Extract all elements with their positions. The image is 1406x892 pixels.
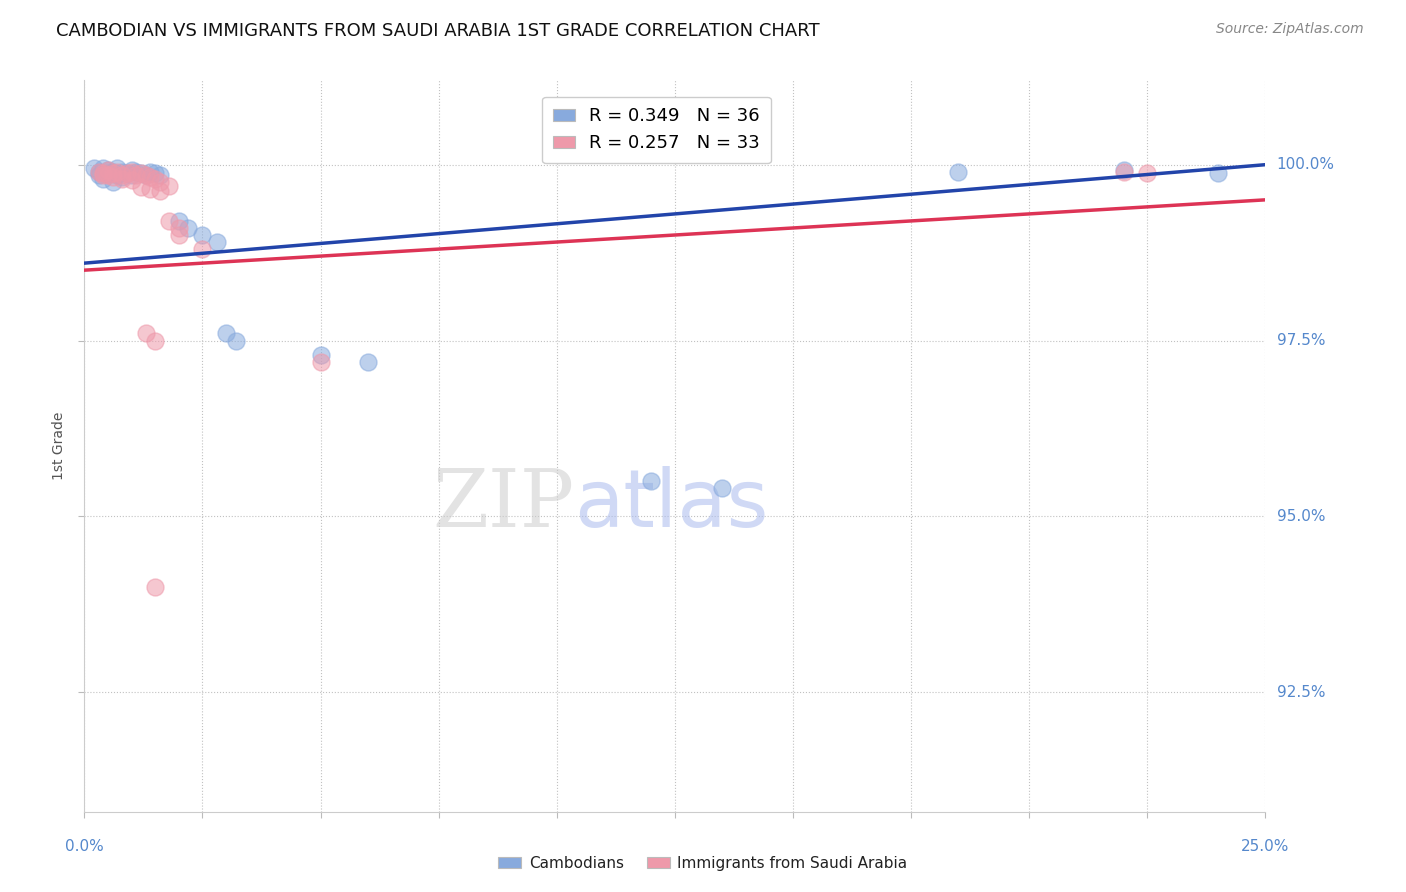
Point: [167, 214, 190, 228]
Point: [309, 354, 332, 368]
Legend: R = 0.349   N = 36, R = 0.257   N = 33: R = 0.349 N = 36, R = 0.257 N = 33: [543, 96, 770, 163]
Point: [97, 163, 120, 178]
Point: [121, 162, 143, 177]
Point: [143, 171, 166, 186]
Point: [139, 170, 162, 185]
Point: [191, 242, 214, 256]
Point: [149, 168, 172, 182]
Point: [107, 164, 129, 178]
Point: [91, 168, 114, 182]
Point: [121, 168, 143, 182]
Point: [135, 168, 157, 182]
Point: [215, 326, 238, 341]
Point: [135, 168, 157, 182]
Point: [157, 214, 180, 228]
Point: [143, 334, 166, 348]
Point: [101, 166, 124, 180]
Point: [111, 171, 134, 186]
Point: [121, 173, 143, 187]
Point: [149, 185, 172, 199]
Point: [143, 166, 166, 180]
Point: [191, 227, 214, 242]
Point: [225, 334, 247, 348]
Point: [309, 348, 332, 362]
Point: [87, 164, 110, 178]
Text: 97.5%: 97.5%: [1277, 333, 1324, 348]
Text: 100.0%: 100.0%: [1277, 157, 1334, 172]
Point: [1112, 163, 1135, 178]
Point: [129, 166, 152, 180]
Text: Source: ZipAtlas.com: Source: ZipAtlas.com: [1216, 22, 1364, 37]
Point: [167, 221, 190, 235]
Point: [125, 168, 148, 182]
Point: [91, 166, 114, 180]
Point: [1136, 166, 1159, 180]
Point: [87, 164, 110, 178]
Point: [167, 227, 190, 242]
Point: [357, 354, 380, 368]
Point: [97, 166, 120, 180]
Point: [111, 169, 134, 184]
Point: [139, 182, 162, 196]
Point: [205, 235, 228, 249]
Point: [177, 221, 200, 235]
Point: [97, 163, 120, 178]
Point: [115, 166, 138, 180]
Point: [1206, 166, 1229, 180]
Y-axis label: 1st Grade: 1st Grade: [52, 412, 66, 480]
Point: [129, 166, 152, 180]
Text: 92.5%: 92.5%: [1277, 685, 1324, 699]
Legend: Cambodians, Immigrants from Saudi Arabia: Cambodians, Immigrants from Saudi Arabia: [492, 850, 914, 877]
Point: [91, 161, 114, 176]
Point: [107, 161, 129, 176]
Text: 0.0%: 0.0%: [65, 838, 104, 854]
Point: [101, 175, 124, 189]
Point: [711, 481, 734, 495]
Point: [125, 164, 148, 178]
Text: 25.0%: 25.0%: [1241, 838, 1289, 854]
Point: [640, 474, 662, 488]
Point: [143, 580, 166, 594]
Point: [129, 180, 152, 194]
Point: [149, 175, 172, 189]
Point: [107, 168, 129, 182]
Text: ZIP: ZIP: [433, 466, 575, 543]
Point: [101, 164, 124, 178]
Point: [87, 168, 110, 182]
Point: [157, 178, 180, 193]
Point: [135, 326, 157, 341]
Point: [91, 171, 114, 186]
Point: [139, 164, 162, 178]
Point: [111, 164, 134, 178]
Text: atlas: atlas: [575, 466, 769, 543]
Point: [115, 166, 138, 180]
Point: [83, 161, 105, 176]
Point: [101, 170, 124, 185]
Text: CAMBODIAN VS IMMIGRANTS FROM SAUDI ARABIA 1ST GRADE CORRELATION CHART: CAMBODIAN VS IMMIGRANTS FROM SAUDI ARABI…: [56, 22, 820, 40]
Point: [111, 168, 134, 182]
Point: [1112, 164, 1135, 178]
Point: [97, 168, 120, 182]
Text: 95.0%: 95.0%: [1277, 508, 1324, 524]
Point: [948, 164, 970, 178]
Point: [121, 164, 143, 178]
